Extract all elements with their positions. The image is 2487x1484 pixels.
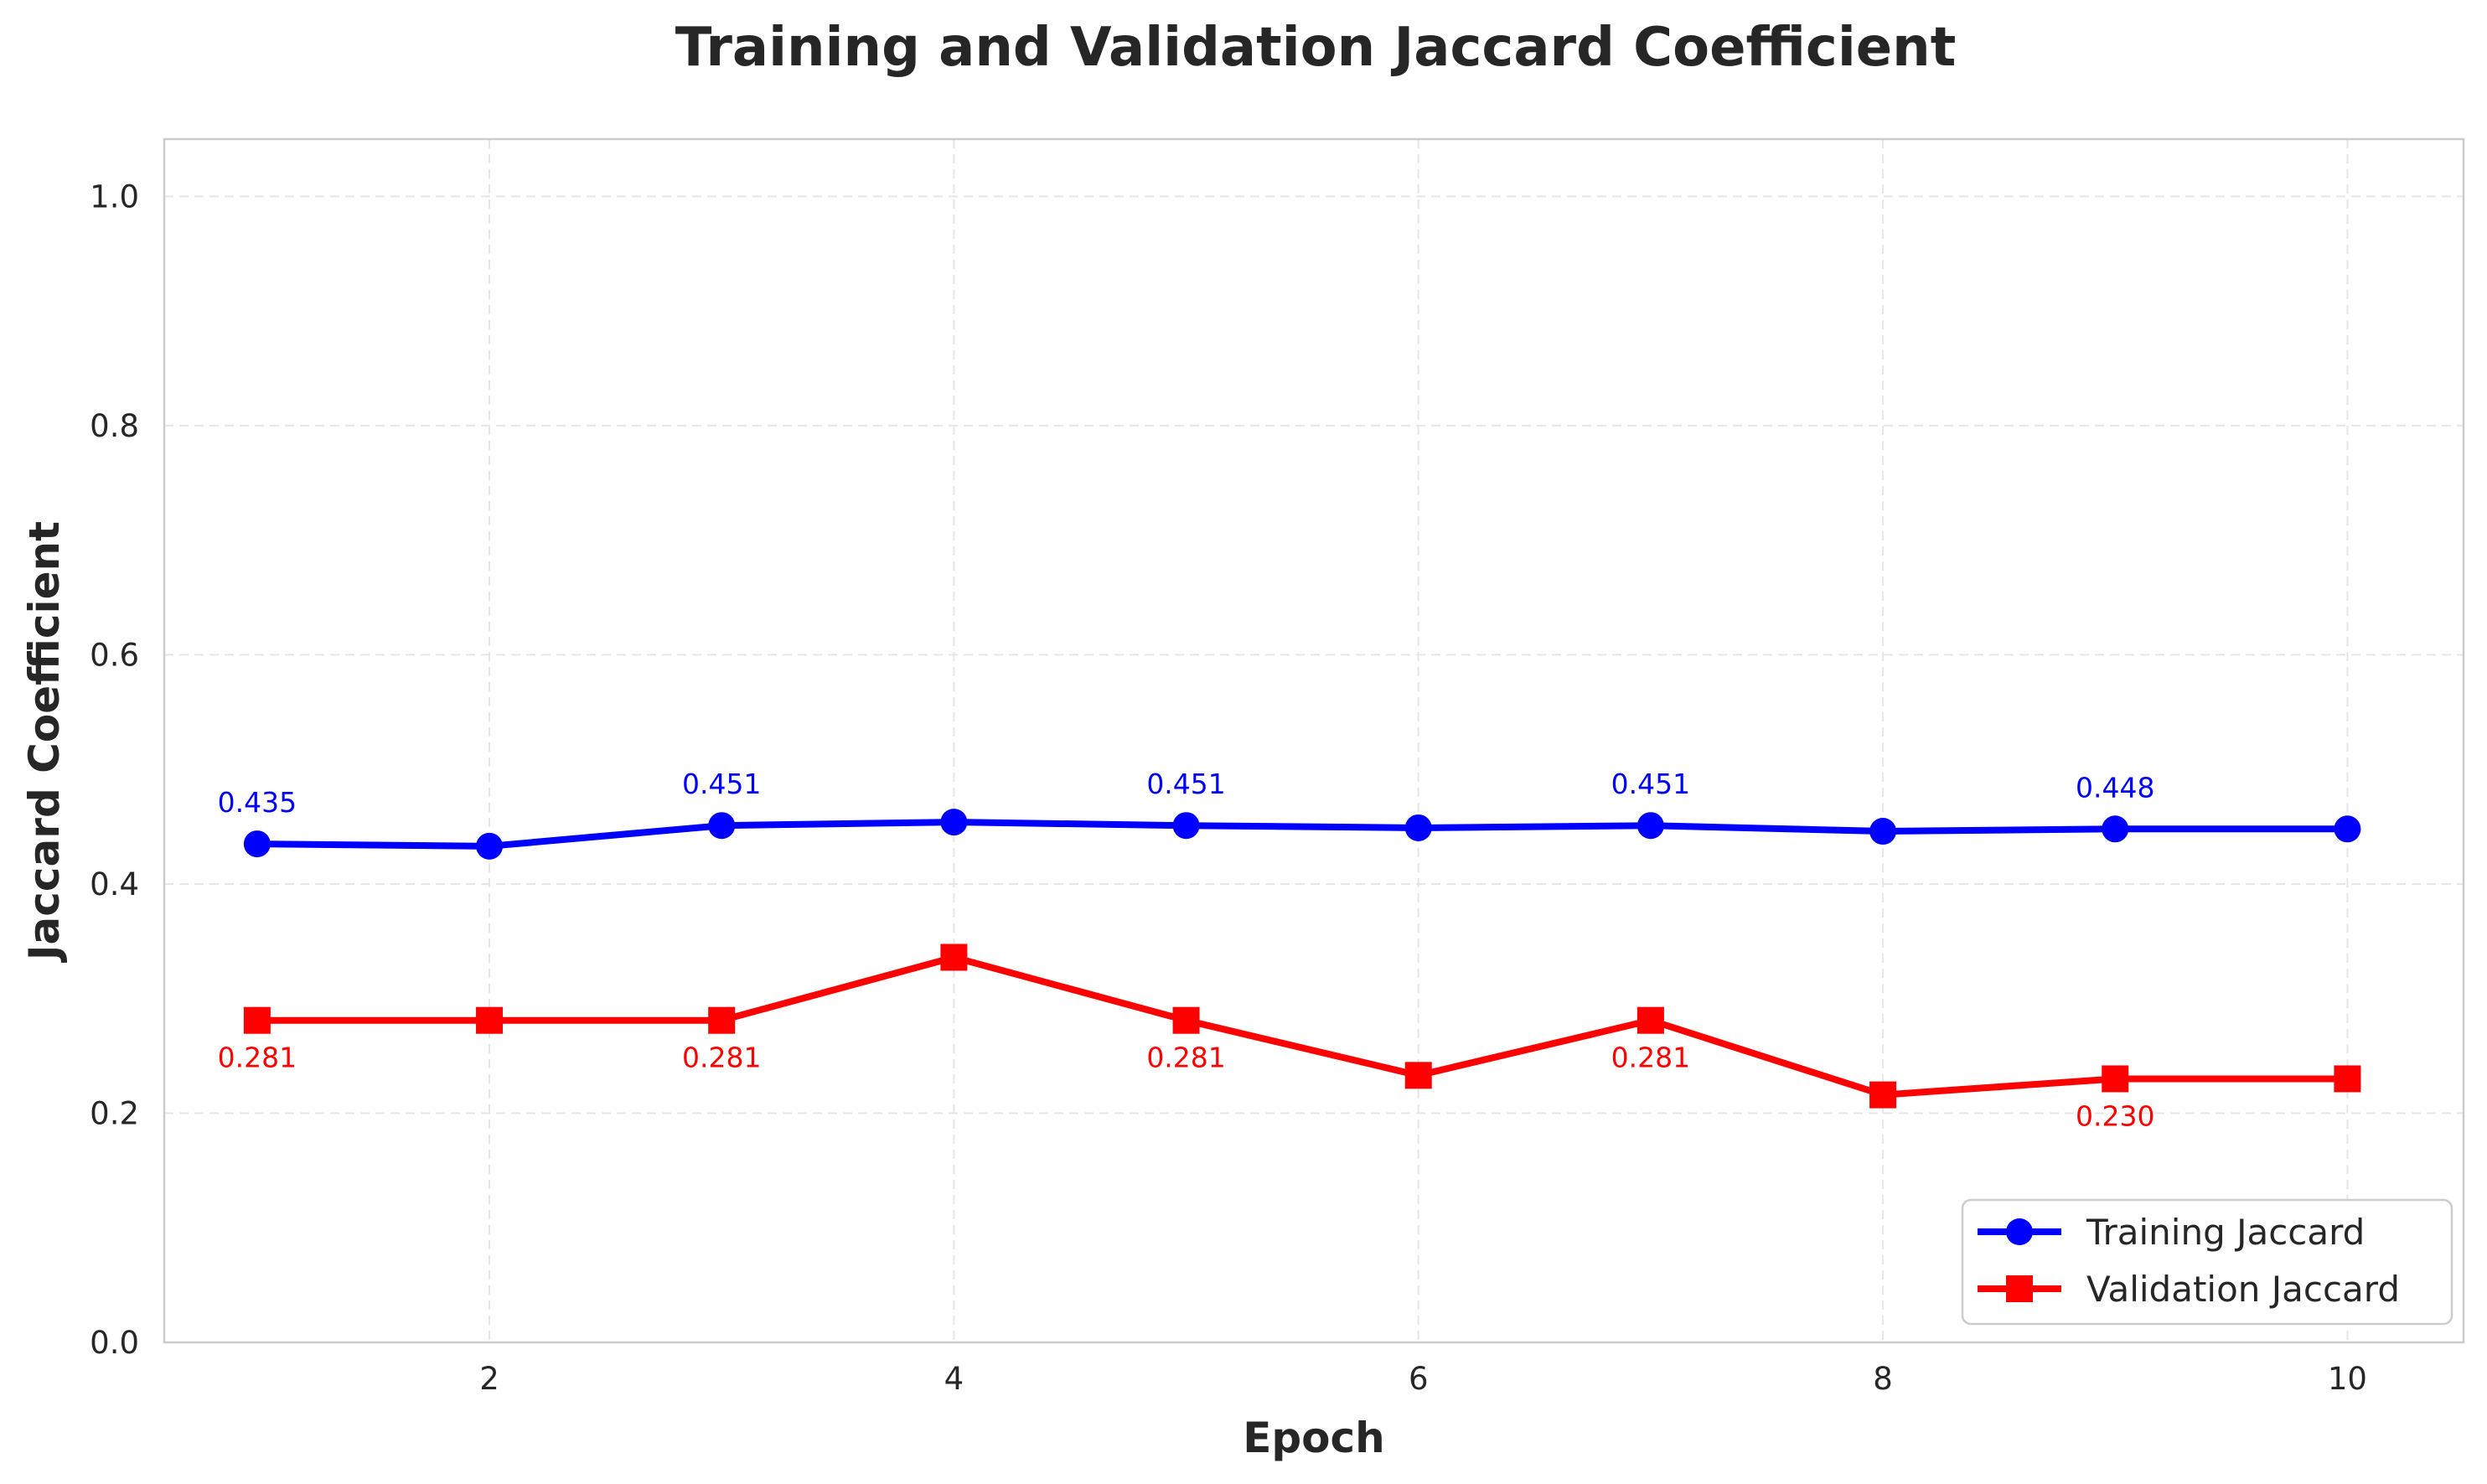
validation-jaccard-point bbox=[2334, 1065, 2361, 1093]
y-axis-label: Jaccard Coefficient bbox=[20, 521, 69, 963]
y-tick-label: 0.6 bbox=[90, 637, 139, 673]
series-layer bbox=[243, 809, 2361, 1109]
grid bbox=[164, 139, 2464, 1343]
x-axis-label: Epoch bbox=[1243, 1414, 1385, 1462]
plot-frame bbox=[163, 137, 2465, 1344]
validation-jaccard-point bbox=[1869, 1081, 1897, 1109]
training-jaccard-point bbox=[1636, 812, 1664, 840]
y-tick-label: 0.8 bbox=[90, 408, 139, 444]
validation-jaccard-point bbox=[243, 1006, 271, 1034]
validation-jaccard-point bbox=[708, 1006, 736, 1034]
training-jaccard-point bbox=[1869, 818, 1897, 845]
validation-jaccard-data-label: 0.281 bbox=[1146, 1042, 1225, 1074]
validation-jaccard-legend-label: Validation Jaccard bbox=[2086, 1269, 2400, 1310]
y-tick-label: 0.0 bbox=[90, 1325, 139, 1361]
training-jaccard-data-label: 0.435 bbox=[218, 786, 297, 819]
x-axis-ticks: 2 4 6 8 10 bbox=[479, 1361, 2367, 1397]
data-labels-layer: 0.435 0.451 0.451 0.451 0.448 0.281 0.281 0.281… bbox=[218, 768, 2155, 1132]
x-tick-label: 10 bbox=[2328, 1361, 2367, 1397]
x-tick-label: 8 bbox=[1873, 1361, 1893, 1397]
training-jaccard-series bbox=[243, 809, 2361, 860]
training-jaccard-point bbox=[2334, 815, 2361, 843]
training-jaccard-point bbox=[1172, 812, 1200, 840]
x-tick-label: 2 bbox=[479, 1361, 499, 1397]
validation-jaccard-line bbox=[253, 954, 2351, 1099]
chart-title: Training and Validation Jaccard Coeffici… bbox=[675, 17, 1957, 79]
training-jaccard-point bbox=[476, 832, 504, 860]
legend: Training Jaccard Validation Jaccard bbox=[1961, 1198, 2453, 1326]
legend-box bbox=[1961, 1198, 2453, 1326]
validation-jaccard-point bbox=[1636, 1006, 1664, 1034]
validation-jaccard-point bbox=[940, 944, 968, 971]
training-jaccard-point bbox=[708, 812, 736, 840]
training-jaccard-legend-label: Training Jaccard bbox=[2086, 1212, 2365, 1253]
validation-jaccard-data-label: 0.281 bbox=[218, 1042, 297, 1074]
training-jaccard-point bbox=[940, 809, 968, 836]
training-jaccard-data-label: 0.451 bbox=[1611, 768, 1690, 800]
validation-jaccard-data-label: 0.281 bbox=[682, 1042, 761, 1074]
validation-jaccard-point bbox=[1172, 1006, 1200, 1034]
training-jaccard-line bbox=[253, 819, 2351, 850]
validation-jaccard-data-label: 0.281 bbox=[1611, 1042, 1690, 1074]
validation-jaccard-point bbox=[2102, 1065, 2129, 1093]
training-jaccard-point bbox=[2102, 815, 2129, 843]
validation-jaccard-series bbox=[243, 944, 2361, 1109]
validation-jaccard-data-label: 0.230 bbox=[2076, 1099, 2154, 1132]
training-jaccard-data-label: 0.451 bbox=[682, 768, 761, 800]
training-jaccard-data-label: 0.451 bbox=[1146, 768, 1225, 800]
y-axis-ticks: 0.0 0.2 0.4 0.6 0.8 1.0 bbox=[90, 178, 139, 1361]
y-tick-label: 0.2 bbox=[90, 1095, 139, 1131]
legend-square-marker bbox=[2006, 1275, 2033, 1302]
validation-jaccard-point bbox=[476, 1006, 504, 1034]
legend-circle-marker bbox=[2006, 1218, 2033, 1245]
x-tick-label: 6 bbox=[1409, 1361, 1429, 1397]
y-tick-label: 1.0 bbox=[90, 178, 139, 215]
training-jaccard-point bbox=[243, 830, 271, 858]
y-tick-label: 0.4 bbox=[90, 866, 139, 902]
validation-jaccard-point bbox=[1404, 1062, 1432, 1089]
training-jaccard-point bbox=[1404, 814, 1432, 841]
x-tick-label: 4 bbox=[944, 1361, 964, 1397]
training-jaccard-data-label: 0.448 bbox=[2076, 771, 2154, 804]
